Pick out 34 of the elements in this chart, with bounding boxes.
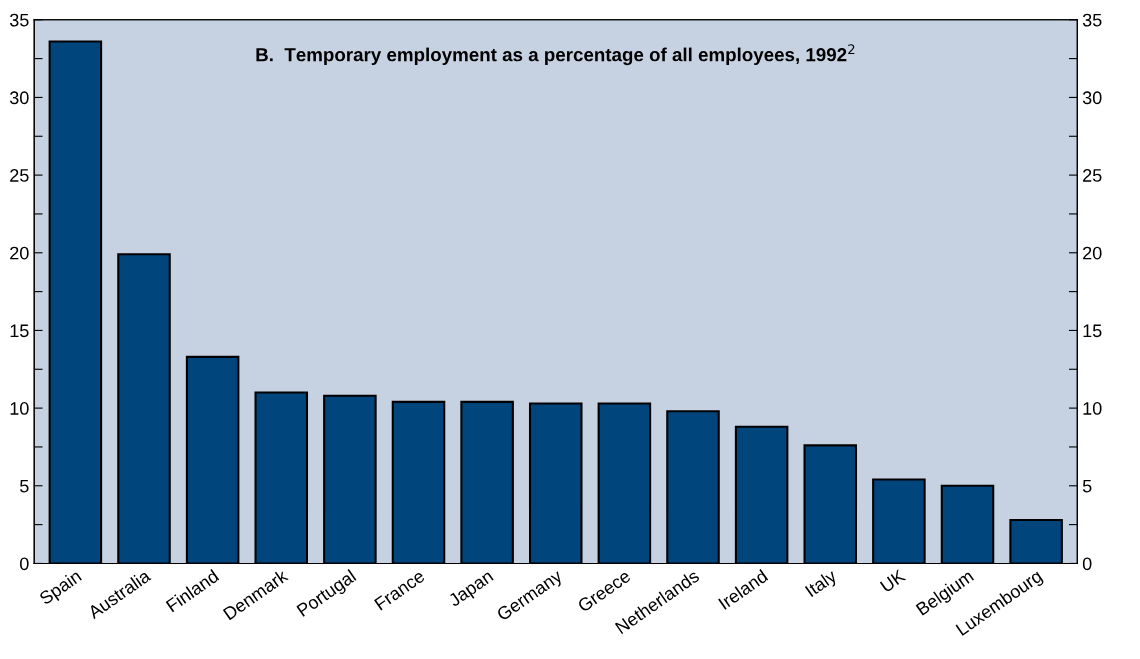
bar <box>1009 518 1063 564</box>
bar <box>803 444 858 564</box>
y-tick-label: 15 <box>10 324 29 338</box>
bar <box>597 402 652 564</box>
bar <box>185 355 240 564</box>
y-tick-label: 35 <box>9 13 29 27</box>
bar <box>666 410 720 564</box>
y-tick-label: 20 <box>10 246 29 260</box>
y2-tick-label: 35 <box>1082 13 1102 27</box>
bar <box>48 40 103 564</box>
y-tick-label: 30 <box>9 91 29 105</box>
y-tick-label: 5 <box>20 479 29 493</box>
y-tick-label: 0 <box>20 557 29 571</box>
y2-tick-label: 10 <box>1083 402 1102 415</box>
bar <box>117 253 171 564</box>
bar <box>391 400 446 564</box>
y-tick-label: 25 <box>10 169 29 182</box>
x-tick-label: Italy <box>804 568 840 601</box>
y2-tick-label: 5 <box>1082 479 1092 493</box>
y2-tick-label: 0 <box>1082 557 1092 571</box>
bar <box>872 478 926 564</box>
y2-tick-label: 20 <box>1083 246 1102 260</box>
bar <box>254 391 309 564</box>
bar <box>940 484 995 564</box>
bar <box>528 402 583 564</box>
bar <box>734 425 789 564</box>
x-tick-label: UK <box>879 568 907 593</box>
bar <box>460 400 514 564</box>
text: B. Temporary employment as a percentage of all employees, 1992$^{2}$ <box>256 44 855 66</box>
y2-tick-label: 25 <box>1083 169 1102 182</box>
y2-tick-label: 30 <box>1082 91 1102 105</box>
bar <box>323 394 377 564</box>
y-tick-label: 10 <box>10 402 29 415</box>
y2-tick-label: 15 <box>1083 324 1102 338</box>
